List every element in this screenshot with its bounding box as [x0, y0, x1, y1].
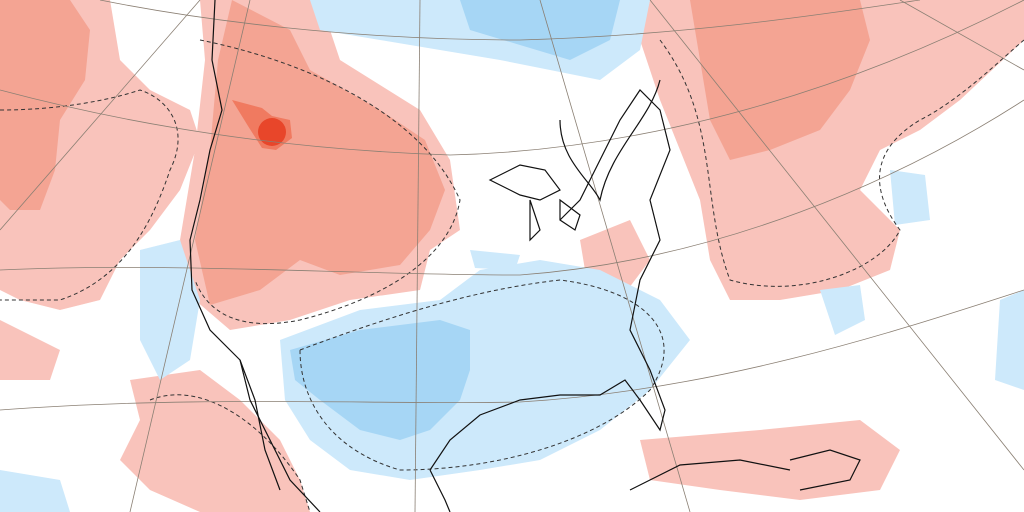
- contour: [0, 89, 179, 301]
- meridian: [899, 0, 1024, 71]
- warm-area: [640, 420, 900, 500]
- latitude-line: [0, 99, 1024, 276]
- mexico-coast: [429, 469, 451, 512]
- great-lakes: [488, 164, 581, 242]
- baja-coast: [239, 359, 281, 491]
- cool-area: [140, 240, 200, 380]
- contour: [299, 279, 665, 471]
- meridian: [539, 0, 691, 512]
- contour: [659, 39, 1024, 287]
- hudson-bay: [559, 79, 661, 202]
- warm-area: [120, 370, 310, 512]
- cool-core: [460, 0, 620, 60]
- cool-area: [820, 285, 865, 335]
- warm-core: [195, 0, 445, 305]
- contour: [149, 394, 311, 512]
- latitude-line: [0, 0, 1024, 156]
- caribbean: [629, 449, 861, 491]
- west-coast: [189, 0, 321, 512]
- meridian: [649, 0, 1024, 471]
- coastlines: [189, 0, 861, 512]
- cool-area: [470, 250, 520, 270]
- east-coast: [429, 89, 671, 471]
- latitude-line: [99, 0, 921, 41]
- meridian: [414, 0, 421, 512]
- warm-peak: [258, 118, 286, 146]
- cool-area: [995, 290, 1024, 390]
- cool-area: [890, 170, 930, 225]
- latitude-line: [0, 289, 1024, 411]
- warm-area: [0, 320, 60, 380]
- warm-core: [0, 0, 90, 210]
- contour: [194, 39, 461, 325]
- warm-core: [690, 0, 870, 160]
- contours: [0, 39, 1024, 512]
- meridian: [0, 0, 201, 231]
- meridian: [129, 0, 251, 512]
- cool-core: [290, 320, 470, 440]
- cool-area: [0, 470, 70, 512]
